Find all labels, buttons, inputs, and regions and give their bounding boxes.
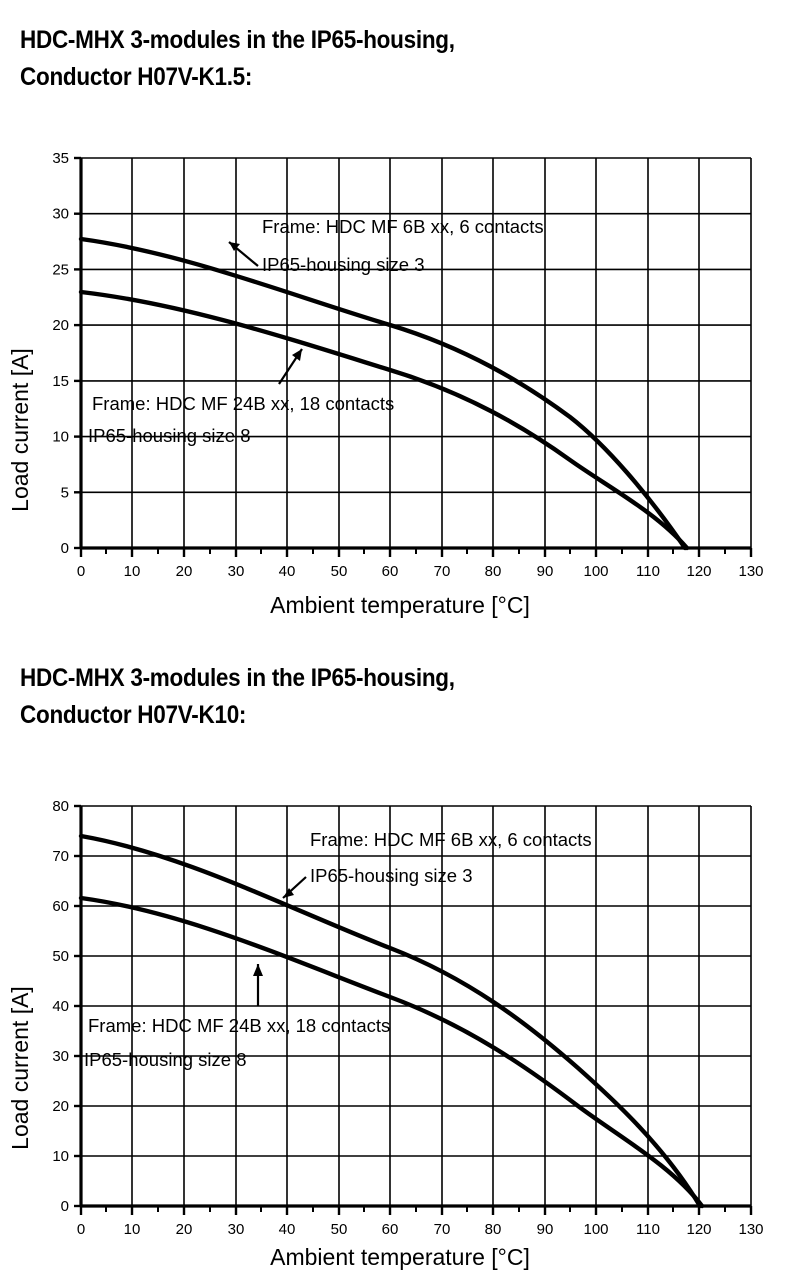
chart-2-x-tick-label: 0 [77,1221,85,1238]
chart-2-annotation-24b-line1: Frame: HDC MF 24B xx, 18 contacts [88,1015,390,1036]
chart-2-x-tick-label: 90 [537,1221,554,1238]
chart-1-y-tick-label: 30 [52,206,69,223]
chart-2-y-ticks [74,804,81,1208]
chart-1-x-tick-label: 70 [434,563,451,580]
chart-1-y-axis-label: Load current [A] [7,348,33,512]
chart-1-x-axis-label: Ambient temperature [°C] [270,592,530,618]
chart-1-series-6b-curve [78,236,688,551]
chart-section-1: HDC-MHX 3-modules in the IP65-housing, C… [0,22,800,630]
chart-1-x-tick-labels: 0 10 20 30 40 50 60 70 80 90 100 110 120… [77,563,764,580]
chart-2-x-tick-label: 60 [382,1221,399,1238]
chart-2-x-tick-label: 30 [228,1221,245,1238]
chart-2-figure: Load current [A] [0,778,800,1270]
chart-2-y-tick-label: 60 [52,898,69,915]
chart-2-y-axis-label: Load current [A] [7,986,33,1150]
chart-1-annotation-24b: Frame: HDC MF 24B xx, 18 contacts IP65-h… [88,348,394,446]
chart-2-title-line-2: Conductor H07V-K10: [20,701,247,729]
chart-2-x-tick-label: 10 [124,1221,141,1238]
chart-2-x-tick-label: 70 [434,1221,451,1238]
chart-2-x-tick-labels: 0 10 20 30 40 50 60 70 80 90 100 110 120… [77,1221,764,1238]
chart-2-y-tick-labels: 80 70 60 50 40 30 20 10 0 [52,798,69,1215]
chart-2-y-tick-label: 40 [52,998,69,1015]
chart-2-annotation-6b-arrow-icon [282,876,307,899]
chart-1-x-tick-label: 20 [176,563,193,580]
chart-1-title: HDC-MHX 3-modules in the IP65-housing, C… [20,22,455,96]
chart-2-annotation-6b: Frame: HDC MF 6B xx, 6 contacts IP65-hou… [282,829,592,899]
chart-1-x-minor-ticks [105,548,726,554]
chart-1-annotation-24b-arrow-icon [278,348,303,385]
chart-2-y-tick-label: 50 [52,948,69,965]
chart-1-title-line-2: Conductor H07V-K1.5: [20,63,253,91]
chart-1-y-tick-label: 20 [52,317,69,334]
chart-1-x-tick-label: 40 [279,563,296,580]
chart-1-y-tick-label: 0 [61,540,69,557]
chart-2-annotation-24b-arrow-icon [253,964,263,1006]
chart-1-y-tick-label: 35 [52,150,69,167]
chart-1-x-tick-label: 0 [77,563,85,580]
chart-1-x-tick-label: 90 [537,563,554,580]
chart-2-horizontal-gridlines [81,805,751,1207]
chart-1-x-tick-label: 100 [583,563,608,580]
chart-2-y-tick-label: 20 [52,1098,69,1115]
chart-1-y-tick-label: 25 [52,261,69,278]
chart-1-y-tick-label: 10 [52,429,69,446]
chart-1-y-tick-label: 15 [52,373,69,390]
chart-2-y-tick-label: 10 [52,1148,69,1165]
chart-2-x-tick-label: 80 [485,1221,502,1238]
chart-2-series-6b-curve [78,833,703,1209]
chart-2-series-24b-curve [78,895,705,1209]
chart-2-title: HDC-MHX 3-modules in the IP65-housing, C… [20,660,455,734]
chart-2-annotation-24b: Frame: HDC MF 24B xx, 18 contacts IP65-h… [84,964,390,1070]
chart-2-x-tick-label: 50 [331,1221,348,1238]
chart-1-y-tick-label: 5 [61,484,69,501]
chart-1-figure: Load current [A] [0,130,800,630]
chart-1-y-ticks [74,156,81,550]
chart-1-x-tick-label: 130 [738,563,763,580]
chart-1-annotation-6b-line2: IP65-housing size 3 [262,254,425,275]
chart-2-annotation-24b-line2: IP65-housing size 8 [84,1049,247,1070]
chart-2-title-line-1: HDC-MHX 3-modules in the IP65-housing, [20,664,455,692]
chart-2-x-tick-label: 100 [583,1221,608,1238]
chart-2-y-tick-label: 80 [52,798,69,815]
chart-2-x-axis-label: Ambient temperature [°C] [270,1244,530,1270]
chart-1-x-tick-label: 80 [485,563,502,580]
chart-1-annotation-24b-line1: Frame: HDC MF 24B xx, 18 contacts [92,393,394,414]
chart-2-x-tick-label: 110 [636,1221,660,1238]
chart-2-y-tick-label: 30 [52,1048,69,1065]
chart-1-annotation-6b-arrow-icon [228,241,259,267]
chart-2-y-tick-label: 70 [52,848,69,865]
chart-2-x-tick-label: 20 [176,1221,193,1238]
chart-2-annotation-6b-line2: IP65-housing size 3 [310,865,473,886]
chart-1-x-tick-label: 120 [686,563,711,580]
chart-2-svg: Load current [A] [7,798,764,1270]
chart-2-x-tick-label: 130 [738,1221,763,1238]
chart-2-x-major-ticks [79,1206,753,1215]
chart-1-series-24b-curve [78,289,690,551]
chart-1-x-tick-label: 10 [124,563,141,580]
chart-1-annotation-6b-line1: Frame: HDC MF 6B xx, 6 contacts [262,216,544,237]
chart-1-x-tick-label: 30 [228,563,245,580]
chart-1-y-tick-labels: 35 30 25 20 15 10 5 0 [52,150,69,557]
chart-1-x-tick-label: 110 [636,563,660,580]
chart-1-title-line-1: HDC-MHX 3-modules in the IP65-housing, [20,26,455,54]
chart-2-x-tick-label: 120 [686,1221,711,1238]
chart-2-x-minor-ticks [105,1206,726,1212]
chart-1-x-tick-label: 60 [382,563,399,580]
chart-2-y-tick-label: 0 [61,1198,69,1215]
chart-1-x-major-ticks [79,548,753,557]
chart-1-annotation-6b: Frame: HDC MF 6B xx, 6 contacts IP65-hou… [228,216,544,275]
chart-1-x-tick-label: 50 [331,563,348,580]
chart-2-x-tick-label: 40 [279,1221,296,1238]
chart-2-annotation-6b-line1: Frame: HDC MF 6B xx, 6 contacts [310,829,592,850]
chart-section-2: HDC-MHX 3-modules in the IP65-housing, C… [0,648,800,1270]
chart-1-svg: Load current [A] [7,150,764,618]
chart-1-annotation-24b-line2: IP65-housing size 8 [88,425,251,446]
